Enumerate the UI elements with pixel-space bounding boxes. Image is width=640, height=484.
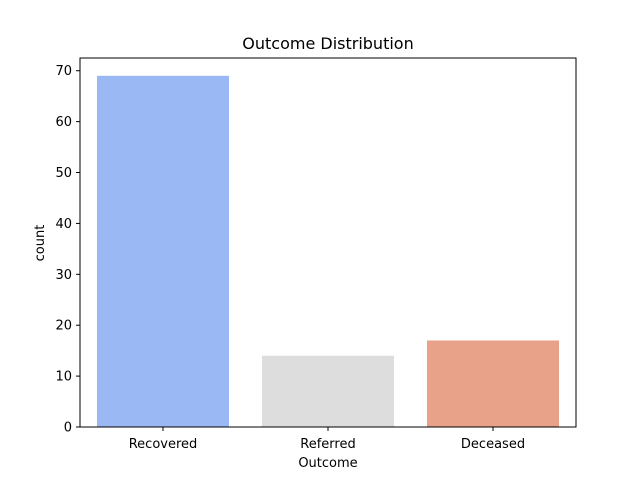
bars-layer bbox=[97, 75, 559, 428]
y-tick-label: 10 bbox=[55, 370, 72, 385]
bar-referred bbox=[262, 355, 394, 427]
x-axis: Recovered Referred Deceased bbox=[129, 427, 525, 452]
y-axis: 0 10 20 30 40 50 60 70 bbox=[55, 64, 80, 436]
plot-frame bbox=[79, 57, 577, 428]
y-tick-label: 50 bbox=[55, 166, 72, 181]
y-axis-label: count bbox=[33, 225, 48, 262]
y-tick-label: 30 bbox=[55, 268, 72, 283]
x-axis-label: Outcome bbox=[298, 456, 357, 471]
y-tick-label: 20 bbox=[55, 319, 72, 334]
y-tick-label: 70 bbox=[55, 64, 72, 79]
x-tick-label: Referred bbox=[300, 437, 355, 452]
bar-deceased bbox=[427, 340, 559, 427]
y-tick-label: 0 bbox=[64, 421, 72, 436]
y-tick-label: 40 bbox=[55, 217, 72, 232]
chart-title: Outcome Distribution bbox=[242, 34, 413, 53]
bar-recovered bbox=[97, 75, 229, 428]
y-tick-label: 60 bbox=[55, 115, 72, 130]
x-tick-label: Deceased bbox=[461, 437, 525, 452]
x-tick-label: Recovered bbox=[129, 437, 198, 452]
